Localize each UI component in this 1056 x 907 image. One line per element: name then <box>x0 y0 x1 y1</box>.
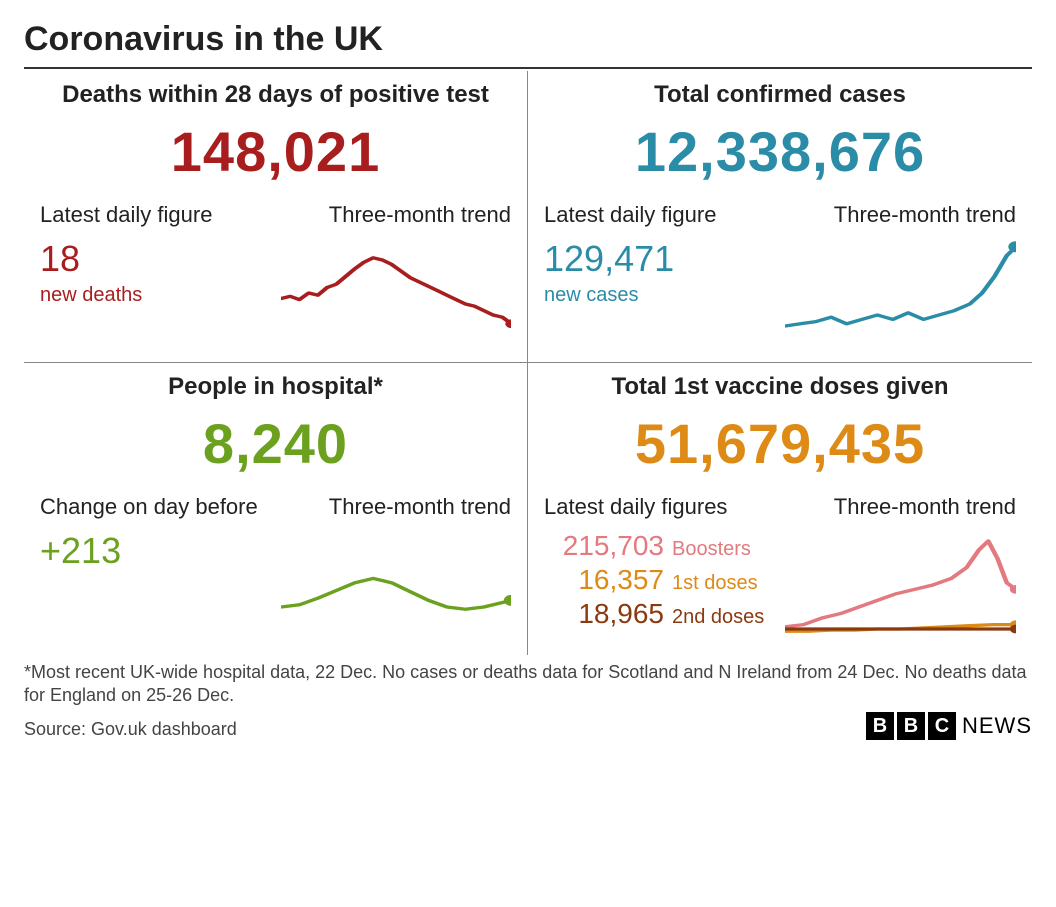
vaccine-row-number: 18,965 <box>544 598 664 630</box>
quad-cases-trend <box>785 238 1016 348</box>
footnote: *Most recent UK-wide hospital data, 22 D… <box>24 661 1032 706</box>
quad-cases-sub-caption: new cases <box>544 284 775 307</box>
bbc-news-word: NEWS <box>962 713 1032 739</box>
footer-row: Source: Gov.uk dashboard BBC NEWS <box>24 712 1032 740</box>
vaccine-row: 16,357 1st doses <box>544 564 775 596</box>
source-text: Source: Gov.uk dashboard <box>24 719 237 740</box>
quad-deaths: Deaths within 28 days of positive test 1… <box>24 71 528 363</box>
page-title: Coronavirus in the UK <box>24 20 1032 59</box>
vaccine-row: 215,703 Boosters <box>544 530 775 562</box>
quad-vaccine: Total 1st vaccine doses given 51,679,435… <box>528 363 1032 655</box>
quad-deaths-big-number: 148,021 <box>40 119 511 184</box>
bbc-letter-box: B <box>897 712 925 740</box>
vaccine-row-number: 215,703 <box>544 530 664 562</box>
quad-cases-sub-label: Latest daily figure <box>544 202 775 228</box>
bbc-boxes: BBC <box>866 712 956 740</box>
quad-vaccine-trend <box>785 530 1016 640</box>
divider-top <box>24 67 1032 69</box>
vaccine-row-label: Boosters <box>672 538 751 561</box>
bbc-logo: BBC NEWS <box>866 712 1032 740</box>
quad-hospital-big-number: 8,240 <box>40 411 511 476</box>
quad-deaths-sub-label: Latest daily figure <box>40 202 271 228</box>
quad-vaccine-big-number: 51,679,435 <box>544 411 1016 476</box>
quad-cases: Total confirmed cases 12,338,676 Latest … <box>528 71 1032 363</box>
vaccine-row: 18,965 2nd doses <box>544 598 775 630</box>
quad-hospital-trend-label: Three-month trend <box>281 494 512 520</box>
bbc-letter-box: C <box>928 712 956 740</box>
quad-hospital-sub-label: Change on day before <box>40 494 271 520</box>
quad-deaths-sub-caption: new deaths <box>40 284 271 307</box>
vaccine-row-label: 1st doses <box>672 572 758 595</box>
quad-hospital: People in hospital* 8,240 Change on day … <box>24 363 528 655</box>
quad-cases-big-number: 12,338,676 <box>544 119 1016 184</box>
vaccine-row-number: 16,357 <box>544 564 664 596</box>
quad-cases-sub-number: 129,471 <box>544 238 775 280</box>
quad-deaths-sub-number: 18 <box>40 238 271 280</box>
quad-deaths-trend-label: Three-month trend <box>281 202 512 228</box>
bbc-letter-box: B <box>866 712 894 740</box>
quad-deaths-title: Deaths within 28 days of positive test <box>40 81 511 109</box>
vaccine-rows: 215,703 Boosters 16,357 1st doses 18,965 2nd … <box>544 530 775 630</box>
quad-hospital-title: People in hospital* <box>40 373 511 401</box>
stats-grid: Deaths within 28 days of positive test 1… <box>24 71 1032 655</box>
quad-vaccine-trend-label: Three-month trend <box>785 494 1016 520</box>
quad-vaccine-sub-label: Latest daily figures <box>544 494 775 520</box>
quad-hospital-sub-number: +213 <box>40 530 271 572</box>
quad-cases-title: Total confirmed cases <box>544 81 1016 109</box>
quad-vaccine-title: Total 1st vaccine doses given <box>544 373 1016 401</box>
quad-hospital-trend <box>281 530 512 640</box>
quad-deaths-trend <box>281 238 512 348</box>
vaccine-row-label: 2nd doses <box>672 606 764 629</box>
quad-cases-trend-label: Three-month trend <box>785 202 1016 228</box>
